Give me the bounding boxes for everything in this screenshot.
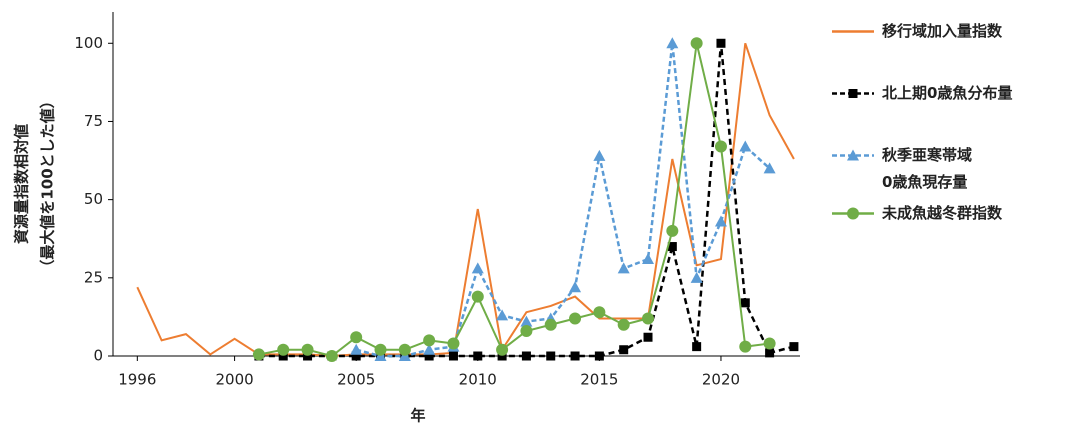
marker bbox=[617, 262, 630, 274]
marker bbox=[398, 343, 411, 356]
marker bbox=[423, 334, 436, 347]
marker bbox=[848, 89, 858, 98]
x-tick-label: 2010 bbox=[459, 371, 497, 389]
legend-label: 秋季亜寒帯域 0歳魚現存量 bbox=[882, 146, 973, 191]
x-axis-label: 年 bbox=[410, 407, 425, 425]
marker bbox=[666, 224, 679, 237]
marker bbox=[690, 271, 703, 283]
marker bbox=[546, 351, 556, 361]
legend-entry: 秋季亜寒帯域 0歳魚現存量 bbox=[830, 142, 972, 196]
marker bbox=[374, 343, 387, 356]
marker bbox=[521, 351, 531, 361]
marker bbox=[714, 215, 727, 227]
y-tick-label: 0 bbox=[93, 347, 103, 365]
legend-entry: 移行域加入量指数 bbox=[830, 18, 1002, 45]
x-tick-label: 2000 bbox=[215, 371, 253, 389]
marker bbox=[496, 343, 509, 356]
marker bbox=[642, 312, 655, 325]
x-tick-label: 2020 bbox=[702, 371, 740, 389]
marker bbox=[765, 348, 775, 358]
legend-swatch bbox=[832, 149, 874, 161]
legend-entry: 未成魚越冬群指数 bbox=[830, 200, 1002, 227]
marker bbox=[667, 242, 677, 252]
marker bbox=[847, 207, 859, 220]
marker bbox=[593, 306, 606, 319]
marker bbox=[303, 351, 313, 361]
marker bbox=[278, 351, 288, 361]
marker bbox=[739, 140, 752, 152]
marker bbox=[642, 253, 655, 265]
legend-entry: 北上期0歳魚分布量 bbox=[830, 80, 1012, 107]
marker bbox=[569, 281, 582, 293]
marker bbox=[690, 37, 703, 50]
marker bbox=[473, 351, 483, 361]
x-tick-label: 2005 bbox=[337, 371, 375, 389]
marker bbox=[301, 343, 314, 356]
marker bbox=[617, 318, 630, 331]
y-axis-label: 資源量指数相対値 bbox=[13, 124, 31, 244]
marker bbox=[350, 331, 363, 344]
marker bbox=[619, 345, 629, 355]
marker bbox=[847, 149, 859, 161]
x-tick-label: 2015 bbox=[580, 371, 618, 389]
marker bbox=[351, 351, 361, 361]
marker bbox=[570, 351, 580, 361]
marker bbox=[520, 315, 533, 327]
y-tick-label: 100 bbox=[74, 34, 103, 52]
marker bbox=[740, 298, 750, 308]
marker bbox=[544, 318, 557, 331]
marker bbox=[763, 162, 776, 174]
marker bbox=[692, 342, 702, 352]
legend-swatch bbox=[832, 207, 874, 220]
marker bbox=[252, 348, 265, 361]
series-line bbox=[258, 43, 770, 358]
legend-swatch bbox=[832, 30, 874, 33]
legend-label: 北上期0歳魚分布量 bbox=[882, 84, 1013, 102]
marker bbox=[714, 140, 727, 153]
marker bbox=[643, 332, 653, 342]
marker bbox=[471, 290, 484, 303]
series-line bbox=[136, 42, 795, 358]
marker bbox=[423, 343, 436, 355]
marker bbox=[447, 337, 460, 350]
marker bbox=[594, 351, 604, 361]
legend-label: 未成魚越冬群指数 bbox=[882, 204, 1003, 222]
y-axis-label: （最大値を100とした値） bbox=[39, 93, 57, 274]
marker bbox=[569, 312, 582, 325]
marker bbox=[520, 324, 533, 337]
marker bbox=[350, 343, 363, 355]
y-tick-label: 50 bbox=[84, 190, 103, 208]
marker bbox=[277, 343, 290, 356]
marker bbox=[448, 351, 458, 361]
marker bbox=[789, 342, 799, 352]
marker bbox=[497, 351, 507, 361]
y-tick-label: 75 bbox=[84, 112, 103, 130]
marker bbox=[424, 351, 434, 361]
marker bbox=[593, 149, 606, 161]
y-tick-label: 25 bbox=[84, 268, 103, 286]
marker bbox=[471, 262, 484, 274]
marker bbox=[739, 340, 752, 353]
marker bbox=[716, 38, 726, 48]
x-tick-label: 1996 bbox=[118, 371, 156, 389]
legend-label: 移行域加入量指数 bbox=[882, 22, 1003, 40]
series-line bbox=[258, 43, 795, 358]
legend-swatch bbox=[832, 89, 874, 98]
marker bbox=[763, 337, 776, 350]
marker bbox=[325, 350, 338, 362]
marker bbox=[496, 309, 509, 321]
marker bbox=[666, 37, 679, 49]
